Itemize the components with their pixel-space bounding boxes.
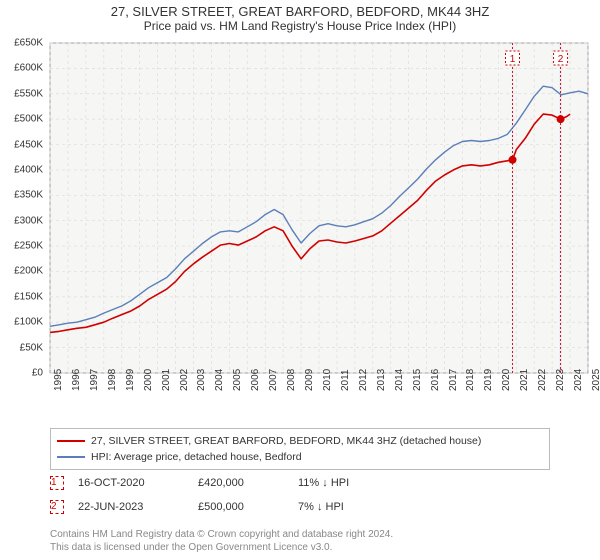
x-tick-label: 2000 <box>143 369 154 391</box>
x-tick-label: 2019 <box>483 369 494 391</box>
footnote: Contains HM Land Registry data © Crown c… <box>50 528 393 554</box>
footnote-line-1: Contains HM Land Registry data © Crown c… <box>50 528 393 541</box>
y-tick-label: £550K <box>14 88 43 99</box>
x-tick-label: 2015 <box>412 369 423 391</box>
x-tick-label: 2014 <box>394 369 405 391</box>
y-tick-label: £650K <box>14 38 43 49</box>
x-tick-label: 2011 <box>340 369 351 391</box>
x-tick-label: 1996 <box>71 369 82 391</box>
legend-box: 27, SILVER STREET, GREAT BARFORD, BEDFOR… <box>50 428 550 470</box>
title-block: 27, SILVER STREET, GREAT BARFORD, BEDFOR… <box>0 0 600 33</box>
down-arrow-icon: ↓ <box>322 477 328 489</box>
marker-pct-1: 7% ↓ HPI <box>298 501 358 513</box>
y-tick-label: £350K <box>14 190 43 201</box>
x-tick-label: 2021 <box>519 369 530 391</box>
x-tick-label: 2013 <box>376 369 387 391</box>
x-tick-label: 2025 <box>591 369 600 391</box>
marker-price-1: £500,000 <box>198 501 298 513</box>
x-tick-label: 2008 <box>286 369 297 391</box>
x-tick-label: 2007 <box>268 369 279 391</box>
legend-row-0: 27, SILVER STREET, GREAT BARFORD, BEDFOR… <box>57 433 543 449</box>
title-main: 27, SILVER STREET, GREAT BARFORD, BEDFOR… <box>0 4 600 19</box>
x-tick-label: 2004 <box>214 369 225 391</box>
x-tick-label: 2018 <box>465 369 476 391</box>
x-tick-label: 2016 <box>430 369 441 391</box>
x-tick-label: 2010 <box>322 369 333 391</box>
x-tick-label: 2006 <box>250 369 261 391</box>
y-tick-label: £0 <box>32 368 43 379</box>
down-arrow-icon: ↓ <box>317 501 323 513</box>
y-tick-label: £400K <box>14 164 43 175</box>
x-tick-label: 1999 <box>125 369 136 391</box>
marker-date-0: 16-OCT-2020 <box>78 477 198 489</box>
legend-row-1: HPI: Average price, detached house, Bedf… <box>57 449 543 465</box>
svg-text:1: 1 <box>510 54 516 65</box>
footnote-line-2: This data is licensed under the Open Gov… <box>50 541 393 554</box>
x-tick-label: 2022 <box>537 369 548 391</box>
x-tick-label: 2017 <box>448 369 459 391</box>
x-tick-label: 2009 <box>304 369 315 391</box>
y-tick-label: £200K <box>14 266 43 277</box>
x-tick-label: 2005 <box>232 369 243 391</box>
x-tick-label: 2020 <box>501 369 512 391</box>
x-tick-label: 2003 <box>196 369 207 391</box>
y-tick-label: £300K <box>14 215 43 226</box>
x-tick-label: 2023 <box>555 369 566 391</box>
marker-date-1: 22-JUN-2023 <box>78 501 198 513</box>
plot-svg: 12 <box>0 37 600 417</box>
marker-badge-0: 1 <box>50 476 64 490</box>
y-tick-label: £50K <box>20 342 43 353</box>
x-tick-label: 2024 <box>573 369 584 391</box>
x-tick-label: 2001 <box>161 369 172 391</box>
y-tick-label: £250K <box>14 241 43 252</box>
x-tick-label: 2012 <box>358 369 369 391</box>
marker-pct-0: 11% ↓ HPI <box>298 477 358 489</box>
legend-label-1: HPI: Average price, detached house, Bedf… <box>91 451 302 463</box>
x-tick-label: 1997 <box>89 369 100 391</box>
legend-swatch-1 <box>57 456 85 458</box>
marker-price-0: £420,000 <box>198 477 298 489</box>
marker-table-row-0: 1 16-OCT-2020 £420,000 11% ↓ HPI <box>50 476 358 490</box>
marker-table-row-1: 2 22-JUN-2023 £500,000 7% ↓ HPI <box>50 500 358 514</box>
x-tick-label: 2002 <box>179 369 190 391</box>
legend-swatch-0 <box>57 440 85 442</box>
svg-text:2: 2 <box>558 54 564 65</box>
chart-container: 27, SILVER STREET, GREAT BARFORD, BEDFOR… <box>0 0 600 560</box>
y-tick-label: £150K <box>14 291 43 302</box>
title-sub: Price paid vs. HM Land Registry's House … <box>0 19 600 33</box>
y-tick-label: £600K <box>14 63 43 74</box>
x-tick-label: 1998 <box>107 369 118 391</box>
marker-badge-1: 2 <box>50 500 64 514</box>
y-tick-label: £450K <box>14 139 43 150</box>
y-tick-label: £100K <box>14 317 43 328</box>
x-tick-label: 1995 <box>53 369 64 391</box>
legend-label-0: 27, SILVER STREET, GREAT BARFORD, BEDFOR… <box>91 435 481 447</box>
y-tick-label: £500K <box>14 114 43 125</box>
chart-area: 12 £0£50K£100K£150K£200K£250K£300K£350K£… <box>0 37 600 417</box>
